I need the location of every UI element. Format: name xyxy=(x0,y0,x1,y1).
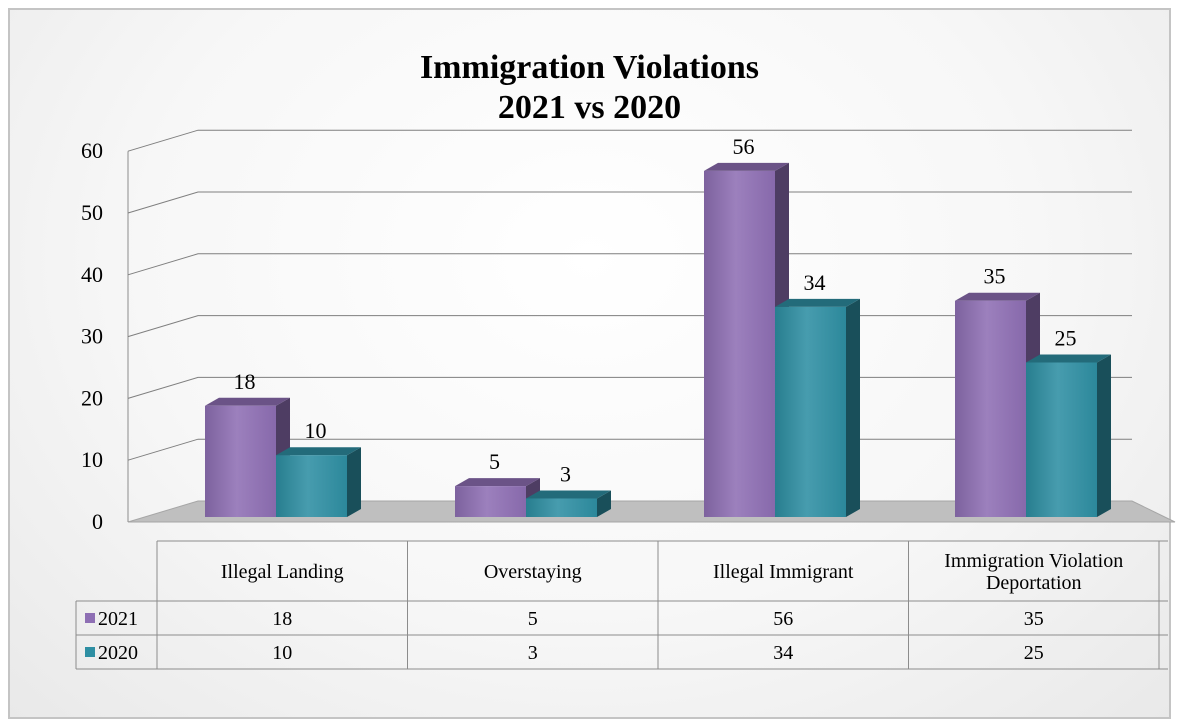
data-label: 18 xyxy=(234,369,256,394)
bar xyxy=(775,306,846,517)
data-label: 35 xyxy=(984,264,1006,289)
chart-floor xyxy=(127,500,1176,523)
table-category-label: Illegal Landing xyxy=(221,561,344,583)
bar-top xyxy=(1026,354,1111,363)
table-category-label: Overstaying xyxy=(484,561,582,583)
bar-top xyxy=(704,162,789,171)
gridline xyxy=(127,253,1132,276)
bar xyxy=(704,170,775,518)
bar xyxy=(455,486,526,517)
table-category-label: Illegal Immigrant xyxy=(713,561,854,583)
table-cell: 56 xyxy=(773,608,793,630)
table-cell: 35 xyxy=(1024,608,1044,630)
legend-label: 2021 xyxy=(98,608,138,630)
y-tick-label: 60 xyxy=(81,138,103,163)
bar xyxy=(526,498,597,517)
table-cell: 3 xyxy=(528,642,538,664)
table-cell: 10 xyxy=(272,642,292,664)
y-tick-label: 30 xyxy=(81,324,103,349)
chart-subtitle: 2021 vs 2020 xyxy=(497,89,682,126)
chart-title: Immigration Violations xyxy=(419,49,760,86)
legend-swatch xyxy=(85,613,95,623)
table-cell: 25 xyxy=(1024,642,1044,664)
table-category-label: Deportation xyxy=(986,572,1082,594)
data-label: 10 xyxy=(305,418,327,443)
bar-side xyxy=(347,447,361,517)
bar-top xyxy=(276,447,361,456)
bar-side xyxy=(597,490,611,517)
data-label: 3 xyxy=(560,461,571,486)
table-cell: 34 xyxy=(773,642,793,664)
y-tick-label: 20 xyxy=(81,385,103,410)
bar-top xyxy=(526,490,611,499)
bar xyxy=(205,405,276,517)
bar-top xyxy=(955,292,1040,301)
bar-side xyxy=(846,298,860,517)
data-label: 25 xyxy=(1055,326,1077,351)
bar-top xyxy=(775,298,860,307)
data-label: 56 xyxy=(733,134,755,159)
bar-top xyxy=(205,397,290,406)
bar xyxy=(955,300,1026,517)
bar-side xyxy=(1097,354,1111,517)
table-cell: 5 xyxy=(528,608,538,630)
bar-top xyxy=(455,478,540,487)
bar xyxy=(276,455,347,517)
data-label: 5 xyxy=(489,449,500,474)
gridline xyxy=(127,129,1132,152)
data-label: 34 xyxy=(804,270,826,295)
y-tick-label: 10 xyxy=(81,447,103,472)
gridline xyxy=(127,191,1132,214)
y-tick-label: 50 xyxy=(81,200,103,225)
legend-swatch xyxy=(85,647,95,657)
table-category-label: Immigration Violation xyxy=(944,550,1123,572)
bar xyxy=(1026,362,1097,517)
y-tick-label: 40 xyxy=(81,262,103,287)
table-cell: 18 xyxy=(272,608,292,630)
legend-label: 2020 xyxy=(98,642,138,664)
y-tick-label: 0 xyxy=(92,509,103,534)
